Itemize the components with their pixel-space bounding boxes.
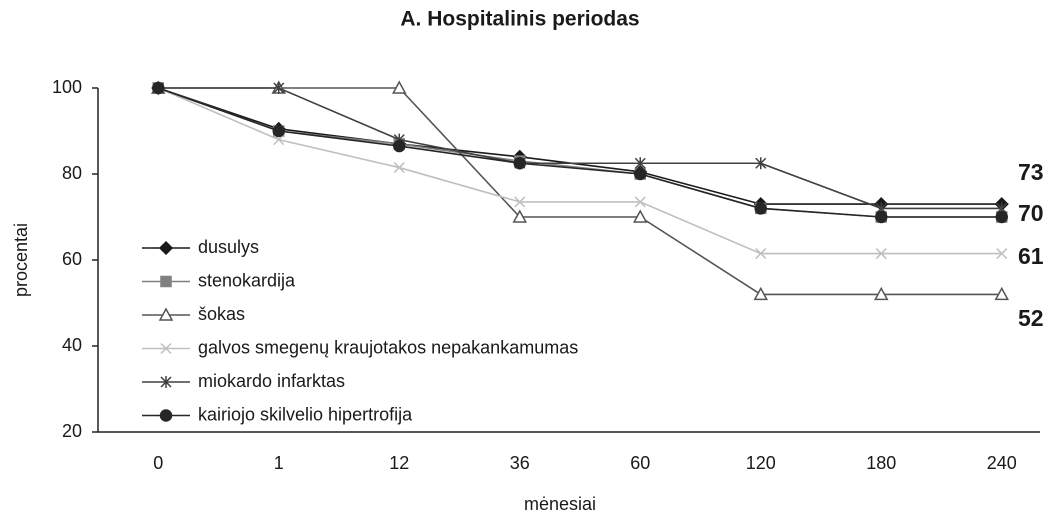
x-tick-label: 36 <box>510 453 530 473</box>
y-tick-label: 80 <box>62 163 82 183</box>
chart-title: A. Hospitalinis periodas <box>400 8 639 31</box>
data-point <box>634 196 646 208</box>
data-point <box>512 209 528 223</box>
legend-marker <box>158 307 174 321</box>
data-point <box>875 210 888 224</box>
y-tick-label: 40 <box>62 335 82 355</box>
data-point <box>875 248 887 260</box>
legend-label: stenokardija <box>198 270 296 290</box>
y-tick-label: 60 <box>62 249 82 269</box>
series-line <box>158 87 1002 210</box>
y-tick-label: 100 <box>52 77 82 97</box>
series-line <box>157 87 1002 205</box>
legend-label: šokas <box>198 304 245 324</box>
data-point <box>754 202 767 215</box>
y-tick-label: 20 <box>62 421 82 441</box>
x-tick-label: 1 <box>274 453 284 473</box>
data-point <box>391 80 407 94</box>
y-axis-label: procentai <box>11 223 31 297</box>
data-point <box>634 167 647 181</box>
legend-label: dusulys <box>198 237 259 257</box>
x-axis-label: mėnesiai <box>524 494 596 514</box>
legend-label: kairiojo skilvelio hipertrofija <box>198 404 413 424</box>
legend-marker <box>160 342 172 355</box>
annotation: 61 <box>1018 243 1044 269</box>
data-point <box>755 248 767 260</box>
legend-marker <box>160 275 172 288</box>
series-line <box>157 87 1002 255</box>
legend-label: miokardo infarktas <box>198 371 345 391</box>
x-tick-label: 180 <box>866 453 896 473</box>
x-tick-label: 0 <box>153 453 163 473</box>
annotation: 70 <box>1018 200 1044 226</box>
data-point <box>393 162 405 174</box>
data-point <box>514 196 526 208</box>
data-point <box>996 248 1008 260</box>
data-point <box>995 210 1008 224</box>
legend-label: galvos smegenų kraujotakos nepakankamuma… <box>198 337 578 357</box>
data-point <box>152 81 165 95</box>
annotation: 52 <box>1018 305 1044 331</box>
series-line <box>158 87 1002 296</box>
data-point <box>393 139 406 153</box>
data-point <box>273 82 285 94</box>
data-point <box>632 209 648 223</box>
legend-marker <box>160 376 172 388</box>
series-line <box>157 87 1002 218</box>
data-point <box>634 157 646 170</box>
data-point <box>755 157 767 170</box>
data-point <box>513 157 526 170</box>
annotation: 73 <box>1018 159 1044 185</box>
x-tick-label: 120 <box>746 453 776 473</box>
data-point <box>994 286 1010 301</box>
data-point <box>753 286 769 301</box>
x-tick-label: 12 <box>389 453 409 473</box>
data-point <box>272 124 285 138</box>
legend-marker <box>158 240 174 256</box>
x-tick-label: 240 <box>987 453 1017 473</box>
x-tick-label: 60 <box>630 453 650 473</box>
legend-marker <box>159 409 173 422</box>
data-point <box>873 286 889 301</box>
series-line <box>157 87 1002 218</box>
